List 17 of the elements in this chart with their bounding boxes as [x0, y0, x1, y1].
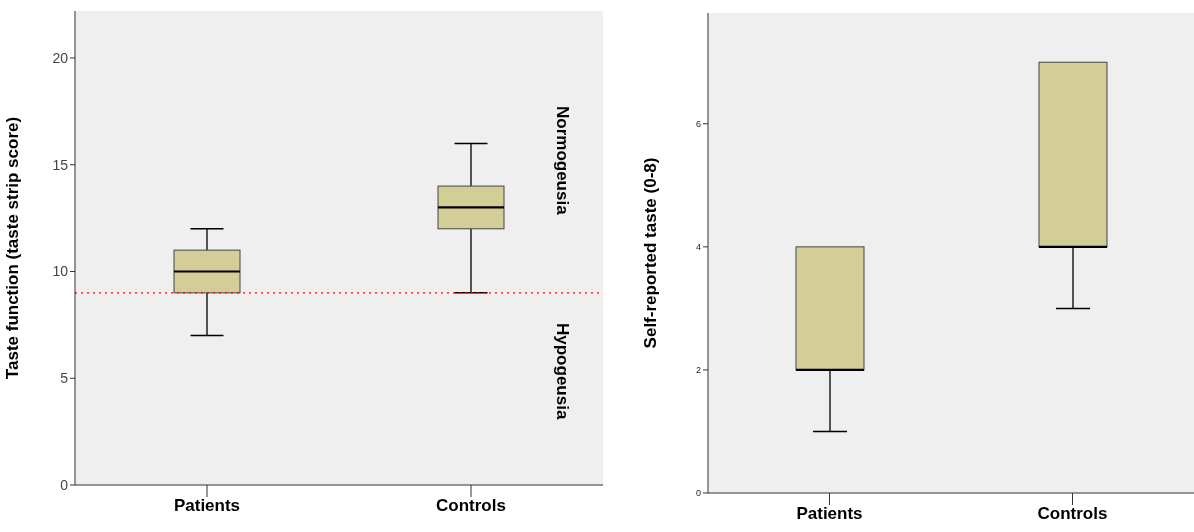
y-tick-label: 20 [52, 49, 69, 66]
annotation: Normogeusia [552, 106, 572, 215]
y-tick-label: 6 [695, 118, 701, 129]
x-tick-label: Controls [436, 496, 506, 516]
y-tick-label: 5 [60, 370, 69, 387]
y-tick-label: 15 [52, 156, 69, 173]
y-tick-label: 0 [60, 476, 69, 493]
y-tick-label: 2 [695, 365, 701, 376]
x-tick-label: Patients [173, 496, 241, 516]
y-tick-label: 10 [52, 263, 69, 280]
x-tick-label: Controls [1037, 504, 1108, 524]
y-tick-label: 4 [695, 242, 701, 253]
y-axis-title: Self-reported taste (0-8) [641, 157, 661, 349]
y-tick-label: 0 [695, 488, 701, 499]
y-axis-title: Taste function (taste strip score) [3, 116, 23, 380]
x-tick-label: Patients [796, 504, 863, 524]
annotation: Hypogeusia [552, 322, 572, 420]
